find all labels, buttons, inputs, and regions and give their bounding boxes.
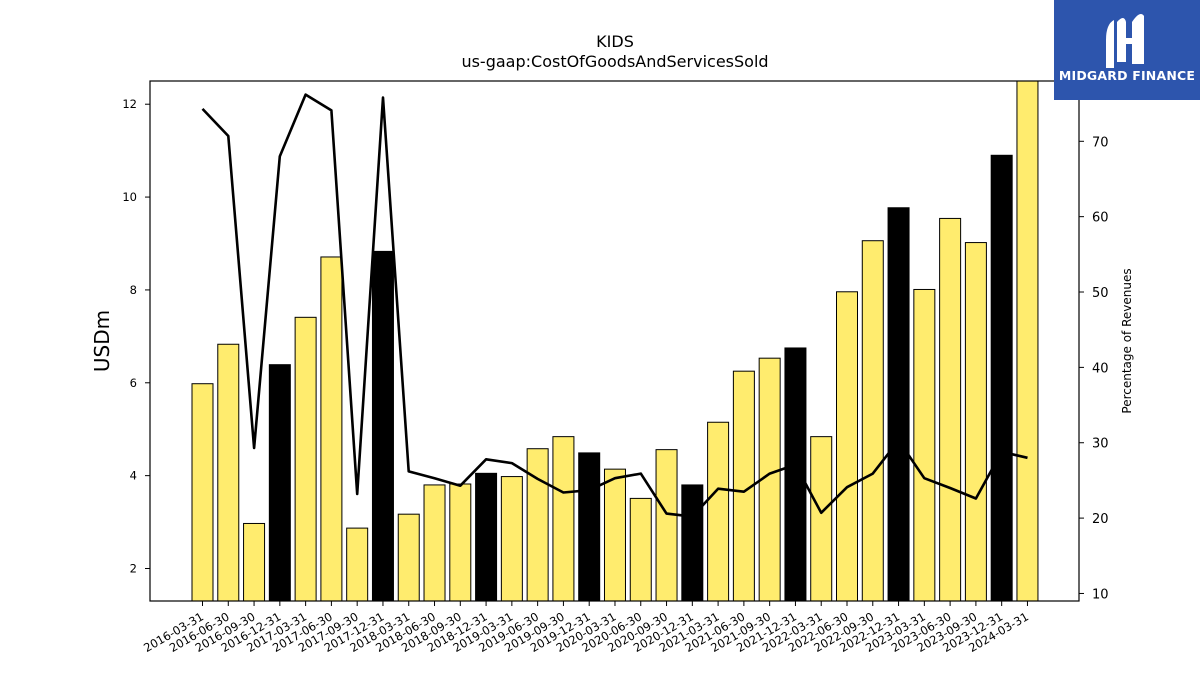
bar-2017-12-31 bbox=[371, 250, 394, 602]
bar-2016-03-31 bbox=[191, 383, 214, 602]
bar-2016-06-30 bbox=[217, 343, 240, 602]
bar-2021-12-31 bbox=[784, 347, 807, 602]
y-tick-label: 4 bbox=[130, 469, 137, 483]
midgard-finance-logo: MIDGARD FINANCE bbox=[1054, 0, 1200, 100]
bar-2020-03-31 bbox=[603, 468, 626, 602]
y2-tick-label: 20 bbox=[1092, 512, 1109, 527]
bar-2018-12-31 bbox=[475, 472, 498, 602]
bar-2019-12-31 bbox=[578, 452, 601, 602]
logo-text: MIDGARD FINANCE bbox=[1058, 68, 1196, 83]
bar-2016-09-30 bbox=[243, 522, 266, 602]
bar-2024-03-31 bbox=[1016, 80, 1039, 602]
bar-2019-06-30 bbox=[526, 448, 549, 602]
bar-2020-06-30 bbox=[629, 497, 652, 602]
bar-2022-06-30 bbox=[836, 291, 858, 602]
bar-2017-03-31 bbox=[294, 316, 317, 602]
y-tick-label: 6 bbox=[130, 376, 137, 390]
bar-2023-12-31 bbox=[990, 154, 1013, 602]
y-axis-label: USDm bbox=[90, 310, 114, 372]
bar-2018-06-30 bbox=[423, 484, 446, 602]
bar-2018-09-30 bbox=[449, 483, 472, 602]
bar-2019-03-31 bbox=[500, 476, 523, 602]
bar-2017-09-30 bbox=[346, 527, 369, 602]
chart-subtitle: us-gaap:CostOfGoodsAndServicesSold bbox=[461, 52, 769, 71]
y-tick-label: 10 bbox=[122, 190, 137, 204]
y2-axis-label: Percentage of Revenues bbox=[1120, 268, 1134, 413]
y2-tick-label: 50 bbox=[1092, 286, 1109, 301]
bar-2023-06-30 bbox=[939, 217, 962, 602]
bar-2018-03-31 bbox=[397, 513, 420, 602]
percentage-of-revenues-line bbox=[201, 93, 1028, 518]
y-tick-label: 2 bbox=[130, 562, 137, 576]
y2-tick-label: 10 bbox=[1092, 587, 1109, 602]
y2-tick-label: 40 bbox=[1092, 361, 1109, 376]
bar-2016-12-31 bbox=[268, 364, 291, 602]
bar-2020-12-31 bbox=[681, 484, 704, 602]
y-tick-label: 8 bbox=[130, 283, 137, 297]
bar-2020-09-30 bbox=[655, 449, 678, 602]
bar-2023-09-30 bbox=[964, 242, 987, 602]
y2-tick-label: 70 bbox=[1092, 135, 1109, 150]
bar-2022-09-30 bbox=[861, 240, 884, 602]
bar-2022-03-31 bbox=[810, 436, 833, 602]
bar-2023-03-31 bbox=[913, 288, 936, 602]
bar-2021-03-31 bbox=[707, 421, 730, 602]
bar-2022-12-31 bbox=[887, 207, 910, 602]
y-tick-label: 12 bbox=[122, 97, 137, 111]
y2-tick-label: 60 bbox=[1092, 211, 1109, 226]
y2-tick-label: 30 bbox=[1092, 437, 1109, 452]
chart-title: KIDS bbox=[596, 32, 634, 51]
logo-mark-icon bbox=[1106, 14, 1144, 68]
bar-2017-06-30 bbox=[320, 256, 343, 602]
bar-2019-09-30 bbox=[552, 436, 575, 602]
